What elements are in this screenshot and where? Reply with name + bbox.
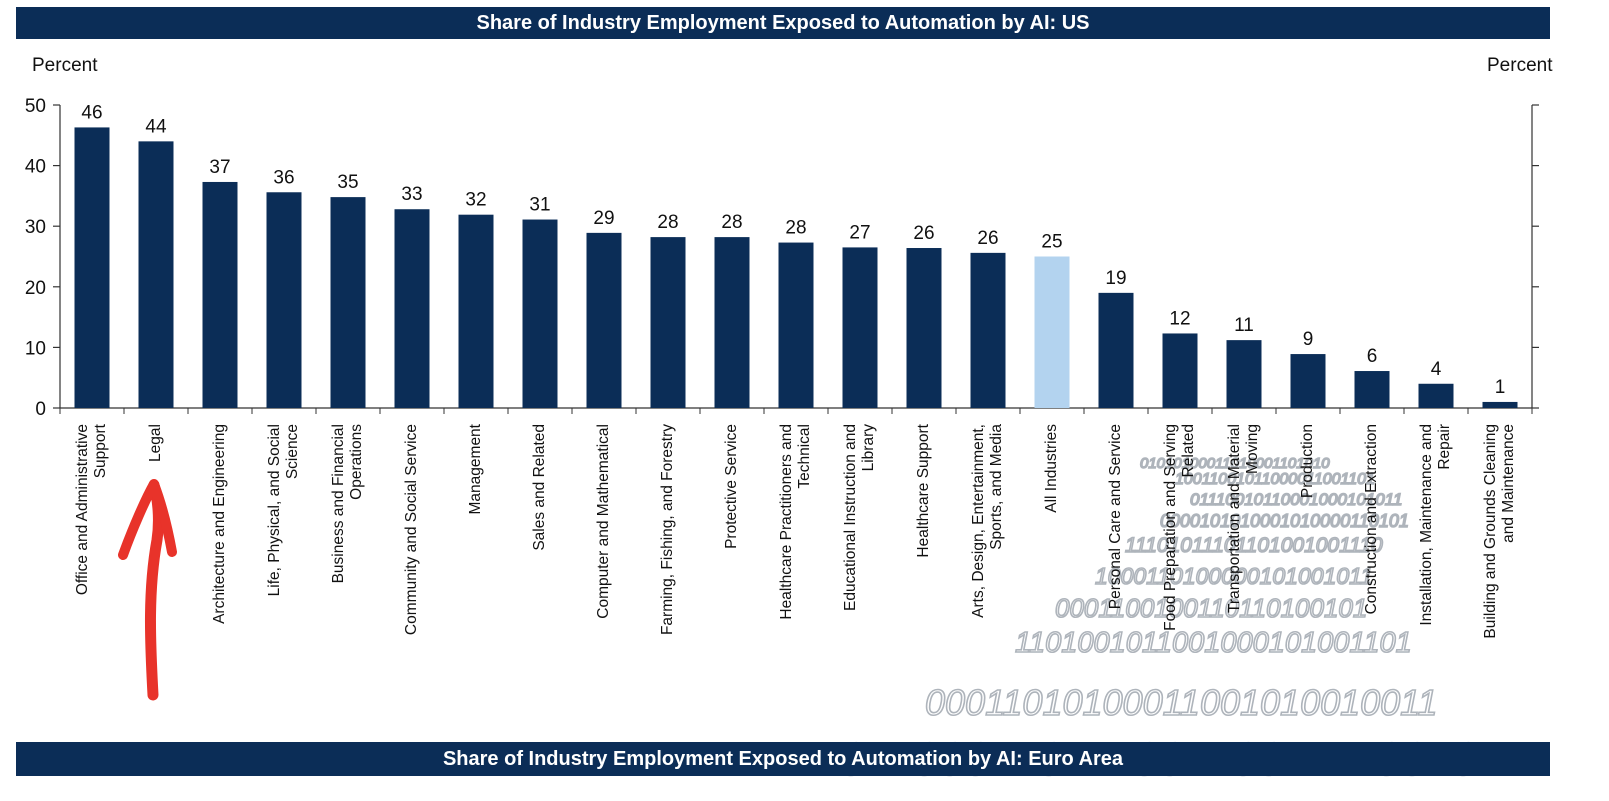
bar (330, 197, 366, 408)
bar (906, 248, 942, 408)
bar-value-label: 27 (849, 222, 870, 243)
category-label: Protective Service (723, 424, 740, 549)
bar (1482, 401, 1518, 408)
category-label: Computer and Mathematical (595, 424, 612, 619)
bar (1418, 383, 1454, 408)
watermark-row: 01110010110001000101011 (1190, 490, 1402, 509)
bar-value-label: 1 (1495, 377, 1506, 398)
y-tick-label: 30 (25, 217, 46, 238)
bar (714, 237, 750, 408)
y-tick-label: 40 (25, 157, 46, 178)
category-label: Food Preparation and ServingRelated (1162, 424, 1197, 631)
bar-value-label: 46 (81, 102, 102, 123)
bar (1226, 340, 1262, 408)
bar-value-label: 9 (1303, 329, 1314, 350)
bar (522, 219, 558, 408)
chart-title: Share of Industry Employment Exposed to … (16, 7, 1550, 39)
next-chart-title-banner: Share of Industry Employment Exposed to … (16, 742, 1550, 776)
bar-value-label: 29 (593, 208, 614, 229)
y-tick-label: 0 (35, 399, 46, 420)
category-label: Architecture and Engineering (211, 424, 228, 624)
bar-value-label: 32 (465, 190, 486, 211)
bar (1162, 333, 1198, 408)
watermark-row: 1000110100000101001011 (1095, 563, 1373, 589)
bar-value-label: 19 (1105, 268, 1126, 289)
left-axis-unit-label: Percent (32, 55, 98, 76)
bar-value-label: 28 (657, 212, 678, 233)
bar-value-label: 44 (145, 116, 167, 137)
bar-value-label: 37 (209, 157, 230, 178)
category-label: Farming, Fishing, and Forestry (659, 424, 676, 635)
category-label: Building and Grounds Cleaningand Mainten… (1482, 424, 1517, 639)
bar-value-label: 28 (721, 212, 742, 233)
category-label: Community and Social Service (403, 424, 420, 635)
category-label: Transportation and MaterialMoving (1226, 424, 1261, 613)
category-label: Life, Physical, and SocialScience (266, 424, 301, 596)
bar (266, 192, 302, 408)
category-label: Construction and Extraction (1363, 424, 1380, 614)
bar-value-label: 31 (529, 195, 550, 216)
bar-value-label: 12 (1169, 308, 1190, 329)
bar (1098, 292, 1134, 408)
bar (586, 232, 622, 408)
bar-value-label: 25 (1041, 232, 1062, 253)
bar-value-label: 6 (1367, 346, 1378, 367)
category-label: Arts, Design, Entertainment,Sports, and … (970, 424, 1005, 618)
category-label: Healthcare Practitioners andTechnical (778, 424, 813, 620)
category-label: Production (1299, 424, 1316, 498)
category-label: All Industries (1043, 424, 1060, 513)
y-tick-label: 20 (25, 278, 46, 299)
bar (1290, 354, 1326, 408)
bar (1354, 371, 1390, 408)
watermark-row: 01010100011010001101010 (1140, 455, 1330, 472)
bar (202, 181, 238, 408)
bar-value-label: 35 (337, 172, 358, 193)
watermark-row: 0001100100110110100101 (1055, 593, 1367, 623)
bar-value-label: 4 (1431, 359, 1442, 380)
bar-value-label: 26 (913, 223, 934, 244)
category-label: Educational Instruction andLibrary (842, 424, 877, 611)
watermark-row: 0000101010001010000110101 (1160, 511, 1409, 531)
category-label: Legal (147, 424, 164, 462)
bar (650, 237, 686, 408)
right-axis-unit-label: Percent (1487, 55, 1553, 76)
bar-value-label: 11 (1234, 315, 1254, 336)
bar (458, 214, 494, 408)
red-arrow-annotation (118, 479, 177, 701)
watermark-row: 00011010100011001010010011 (925, 682, 1438, 723)
bar (1034, 256, 1070, 408)
bar (842, 247, 878, 408)
category-label: Sales and Related (531, 424, 548, 551)
bar (970, 252, 1006, 408)
watermark-row: 11101011101101001001110 (1125, 534, 1383, 557)
category-label: Personal Care and Service (1107, 424, 1124, 609)
bar (778, 242, 814, 408)
category-label: Management (467, 423, 484, 514)
y-tick-label: 50 (25, 96, 46, 117)
bar-value-label: 36 (273, 167, 294, 188)
bar (138, 141, 174, 409)
watermark-row: 1101001011001000101001101 (1015, 627, 1412, 659)
y-tick-label: 10 (25, 338, 46, 359)
bar (394, 209, 430, 408)
category-label: Office and AdministrativeSupport (74, 423, 109, 595)
bar-value-label: 28 (785, 218, 806, 239)
watermark-row: 10011001011000011001101 (1175, 471, 1375, 488)
category-label: Healthcare Support (915, 423, 932, 557)
bar (74, 127, 110, 408)
bar-value-label: 33 (401, 184, 422, 205)
category-label: Installation, Maintenance andRepair (1418, 424, 1453, 626)
bar-value-label: 26 (977, 228, 998, 249)
category-label: Business and FinancialOperations (330, 424, 365, 584)
